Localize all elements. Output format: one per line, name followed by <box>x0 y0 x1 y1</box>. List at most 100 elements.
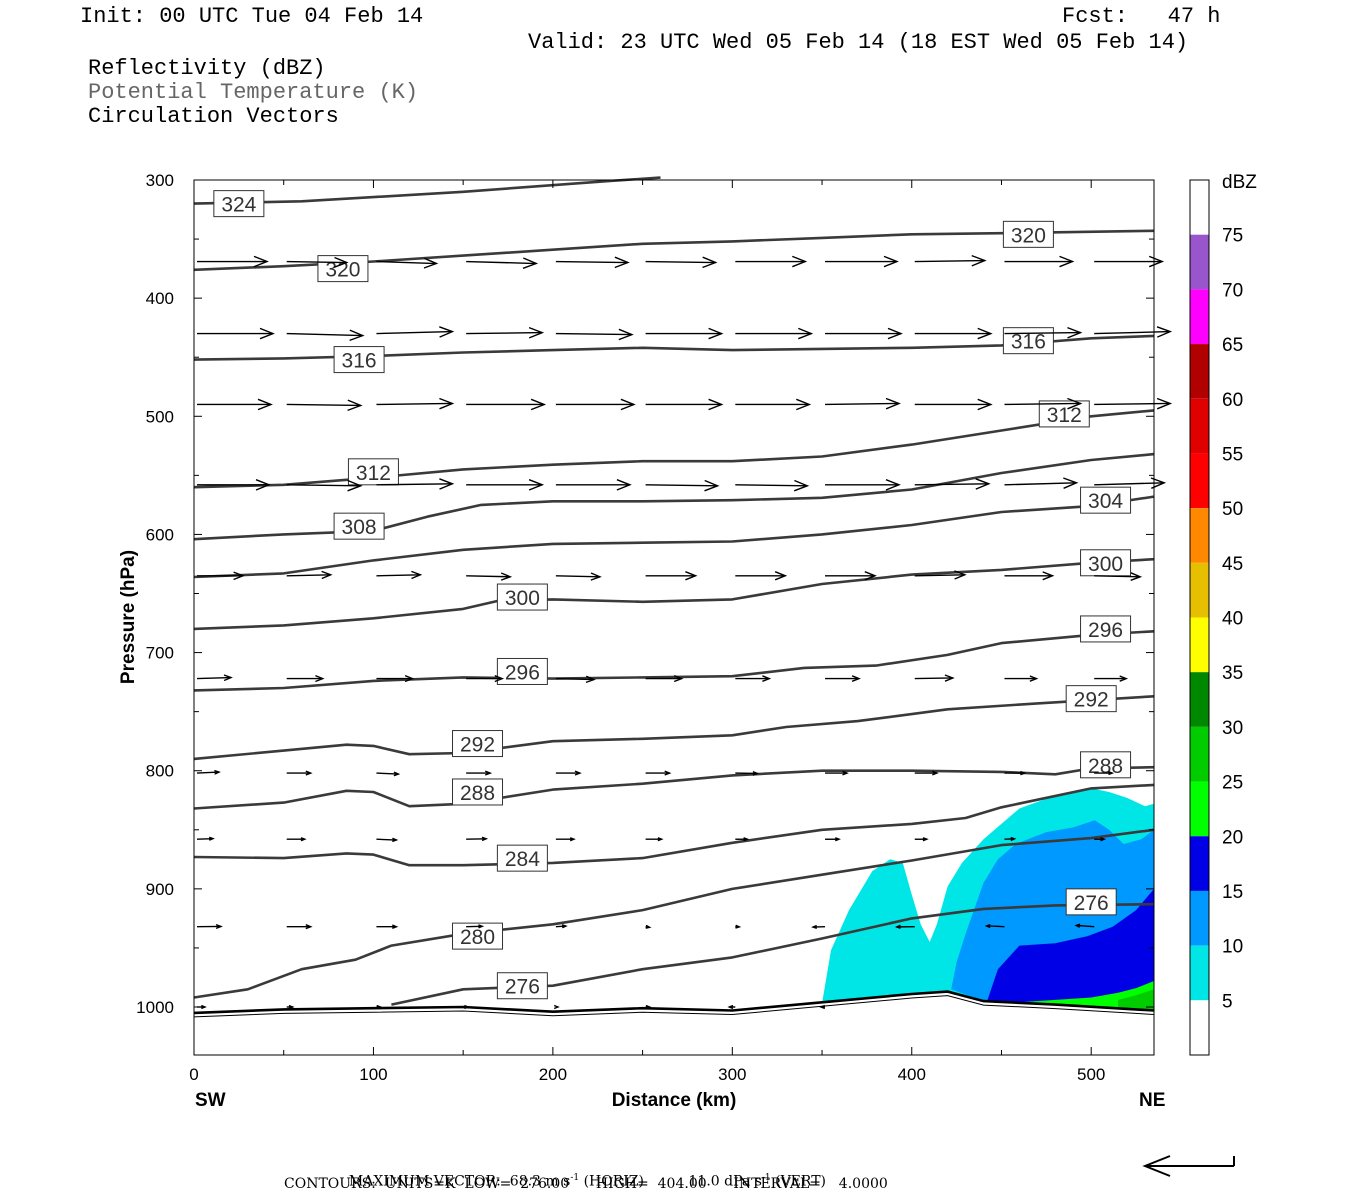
vector-head <box>215 923 223 930</box>
vector-head <box>1119 675 1129 682</box>
vector-head <box>792 255 808 268</box>
x-end-left-label: SW <box>195 1090 226 1111</box>
contour-label-box <box>213 190 265 218</box>
contour-label-box <box>347 458 399 486</box>
circulation-vector <box>1094 255 1165 268</box>
vector-head <box>464 1004 471 1010</box>
circulation-vector <box>286 674 325 683</box>
y-tick-label: 300 <box>146 171 174 190</box>
contour-label-box <box>1080 486 1132 514</box>
circulation-vector <box>555 572 602 581</box>
vector-head <box>1100 837 1107 842</box>
circulation-vector <box>735 675 772 682</box>
vector-head <box>685 571 698 581</box>
circulation-vector <box>1004 397 1083 410</box>
contour-label-box <box>1038 400 1090 428</box>
theta-contour-296 <box>193 630 1155 692</box>
vector-head <box>201 1004 207 1010</box>
circulation-vector <box>825 479 901 491</box>
vector-shaft <box>555 260 628 264</box>
vector-head <box>1067 397 1083 410</box>
circulation-vector <box>1004 326 1083 339</box>
vector-shaft <box>914 259 985 263</box>
terrain-line-lower <box>193 995 1155 1018</box>
colorbar-label: 35 <box>1222 663 1243 684</box>
circulation-vector <box>1004 836 1017 842</box>
contour-label-304: 304 <box>1088 490 1123 513</box>
vector-head <box>702 256 718 269</box>
colorbar-swatch <box>1190 781 1209 837</box>
vector-shaft <box>914 677 953 680</box>
colorbar-swatch <box>1190 508 1209 563</box>
vector-shaft <box>986 925 1005 928</box>
circulation-vector <box>825 327 903 340</box>
circulation-vector <box>735 924 742 929</box>
vector-head <box>944 674 955 682</box>
theta-contour-304 <box>193 495 1155 579</box>
colorbar-top-swatch <box>1190 180 1209 235</box>
vector-shaft <box>196 676 232 680</box>
vector-head <box>645 1004 652 1010</box>
contour-label-box <box>496 583 548 611</box>
colorbar-bottom-swatch <box>1190 1000 1209 1055</box>
contour-label-box <box>1002 220 1054 248</box>
colorbar-label: 45 <box>1222 554 1243 575</box>
theta-contour-300 <box>193 557 1155 631</box>
vector-head <box>727 1004 734 1010</box>
circulation-vector <box>914 478 991 490</box>
vector-shaft <box>376 772 399 775</box>
max-vector-label: MAXIMUM VECTOR: <box>348 1173 501 1190</box>
colorbar-swatch <box>1190 890 1209 946</box>
contour-label-300: 300 <box>1088 553 1123 576</box>
circulation-vector <box>825 255 899 268</box>
circulation-vector <box>555 924 568 929</box>
contour-label-292: 292 <box>460 734 495 757</box>
circulation-vector <box>376 924 399 929</box>
vector-head <box>305 924 313 930</box>
circulation-vector <box>819 1004 826 1010</box>
vector-head <box>478 924 485 929</box>
circulation-vector <box>286 479 363 492</box>
x-end-right-label: NE <box>1139 1090 1165 1111</box>
circulation-vector <box>645 924 652 929</box>
vector-head <box>1156 397 1173 410</box>
vector-shaft <box>735 484 808 487</box>
vector-head <box>922 837 929 842</box>
theta-contour-292 <box>193 695 1155 761</box>
circulation-vector <box>376 771 401 777</box>
vector-head <box>500 572 513 581</box>
vector-head <box>954 570 967 580</box>
colorbar-label: 60 <box>1222 390 1243 411</box>
vector-head <box>288 1004 295 1010</box>
circulation-vector <box>645 571 698 581</box>
x-tick-label: 500 <box>1077 1065 1105 1084</box>
vector-head <box>864 571 877 581</box>
vector-head <box>255 479 271 491</box>
circulation-vector <box>825 837 841 842</box>
circulation-vector <box>376 570 423 580</box>
vector-head <box>321 570 333 580</box>
y-tick-label: 500 <box>146 407 174 426</box>
colorbar-swatch <box>1190 453 1209 509</box>
circulation-vector <box>376 397 455 410</box>
vector-head <box>1063 477 1079 489</box>
circulation-vector <box>1094 675 1129 682</box>
vector-head <box>1067 326 1083 339</box>
vector-head <box>616 479 632 491</box>
axes-layer: 300 400 500 600 700 800 900 1000 0 100 200 300 400 50… <box>136 171 1154 1084</box>
circulation-vector <box>196 923 223 930</box>
vector-head <box>439 478 455 490</box>
circulation-vector-layer <box>196 254 1173 1010</box>
contour-label-box <box>452 778 504 806</box>
vector-head <box>819 1004 826 1010</box>
colorbar-label: 25 <box>1222 773 1243 794</box>
contour-label-308: 308 <box>342 516 377 539</box>
circulation-vector <box>645 837 664 842</box>
vector-shaft <box>914 483 989 486</box>
vector-head <box>664 770 672 776</box>
vector-head <box>347 479 363 492</box>
vector-head <box>977 327 993 340</box>
vector-head <box>885 479 901 491</box>
circulation-vector <box>735 770 760 776</box>
